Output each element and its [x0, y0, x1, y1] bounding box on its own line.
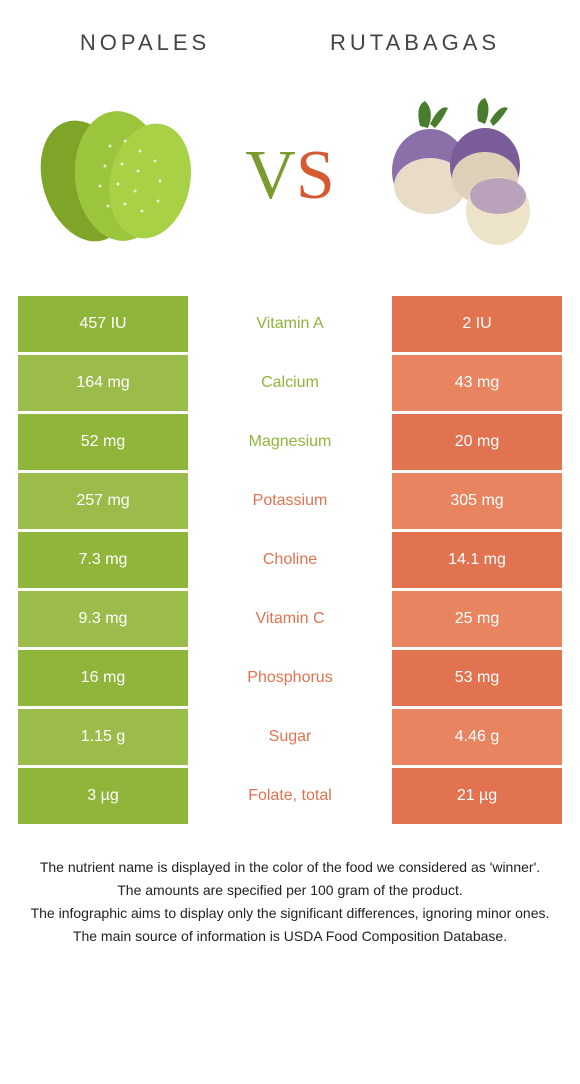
nutrient-name: Folate, total: [188, 768, 392, 824]
table-row: 52 mgMagnesium20 mg: [18, 414, 562, 470]
right-value: 21 µg: [392, 768, 562, 824]
right-value: 14.1 mg: [392, 532, 562, 588]
food1-image: [30, 86, 210, 266]
left-value: 16 mg: [18, 650, 188, 706]
left-value: 9.3 mg: [18, 591, 188, 647]
right-value: 25 mg: [392, 591, 562, 647]
right-value: 4.46 g: [392, 709, 562, 765]
left-value: 52 mg: [18, 414, 188, 470]
table-row: 1.15 gSugar4.46 g: [18, 709, 562, 765]
table-row: 457 IUVitamin A2 IU: [18, 296, 562, 352]
nutrient-name: Vitamin A: [188, 296, 392, 352]
food1-title: Nopales: [80, 30, 210, 56]
left-value: 1.15 g: [18, 709, 188, 765]
table-row: 3 µgFolate, total21 µg: [18, 768, 562, 824]
right-value: 43 mg: [392, 355, 562, 411]
vs-s: S: [296, 137, 335, 214]
footer-line4: The main source of information is USDA F…: [20, 926, 560, 947]
vs-label: VS: [245, 136, 335, 216]
right-value: 53 mg: [392, 650, 562, 706]
nutrient-name: Choline: [188, 532, 392, 588]
table-row: 257 mgPotassium305 mg: [18, 473, 562, 529]
images-row: VS: [0, 76, 580, 296]
table-row: 9.3 mgVitamin C25 mg: [18, 591, 562, 647]
footer-line1: The nutrient name is displayed in the co…: [20, 857, 560, 878]
table-row: 164 mgCalcium43 mg: [18, 355, 562, 411]
footer-line3: The infographic aims to display only the…: [20, 903, 560, 924]
left-value: 257 mg: [18, 473, 188, 529]
nutrient-name: Phosphorus: [188, 650, 392, 706]
left-value: 7.3 mg: [18, 532, 188, 588]
nutrient-name: Vitamin C: [188, 591, 392, 647]
right-value: 20 mg: [392, 414, 562, 470]
food2-title: Rutabagas: [330, 30, 500, 56]
nutrient-name: Calcium: [188, 355, 392, 411]
nutrient-table: 457 IUVitamin A2 IU164 mgCalcium43 mg52 …: [0, 296, 580, 824]
left-value: 457 IU: [18, 296, 188, 352]
footer-line2: The amounts are specified per 100 gram o…: [20, 880, 560, 901]
nutrient-name: Magnesium: [188, 414, 392, 470]
nutrient-name: Sugar: [188, 709, 392, 765]
left-value: 164 mg: [18, 355, 188, 411]
nutrient-name: Potassium: [188, 473, 392, 529]
table-row: 7.3 mgCholine14.1 mg: [18, 532, 562, 588]
vs-v: V: [245, 137, 296, 214]
footer-notes: The nutrient name is displayed in the co…: [0, 827, 580, 979]
right-value: 305 mg: [392, 473, 562, 529]
left-value: 3 µg: [18, 768, 188, 824]
food2-image: [370, 86, 550, 266]
header-titles: Nopales Rutabagas: [0, 0, 580, 76]
right-value: 2 IU: [392, 296, 562, 352]
table-row: 16 mgPhosphorus53 mg: [18, 650, 562, 706]
